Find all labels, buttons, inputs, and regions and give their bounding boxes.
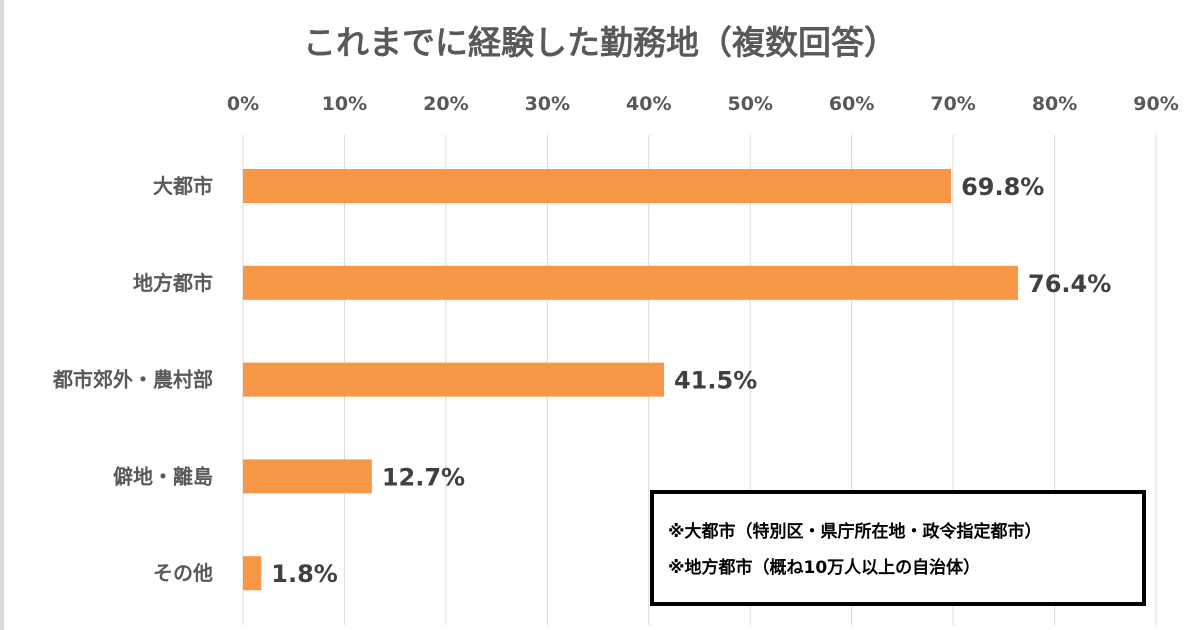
x-tick-label: 0% xyxy=(227,93,259,115)
bar xyxy=(243,169,952,203)
note-line: ※地方都市（概ね10万人以上の自治体） xyxy=(668,558,981,578)
bar xyxy=(243,556,262,591)
x-tick-label: 90% xyxy=(1133,93,1178,115)
data-label: 76.4% xyxy=(1028,270,1111,298)
note-line: ※大都市（特別区・県庁所在地・政令指定都市） xyxy=(668,522,1042,542)
chart-title: これまでに経験した勤務地（複数回答） xyxy=(303,23,897,62)
x-tick-label: 80% xyxy=(1032,93,1077,115)
bar xyxy=(243,459,372,494)
category-label: 地方都市 xyxy=(133,271,213,295)
bar xyxy=(243,362,664,397)
x-tick-label: 50% xyxy=(727,93,772,115)
category-label: 僻地・離島 xyxy=(113,464,213,488)
x-tick-label: 40% xyxy=(626,93,671,115)
data-label: 69.8% xyxy=(961,173,1044,201)
x-tick-label: 20% xyxy=(423,93,468,115)
category-label: 都市郊外・農村部 xyxy=(52,368,213,392)
data-label: 1.8% xyxy=(271,560,338,588)
x-tick-label: 70% xyxy=(930,93,975,115)
category-label: 大都市 xyxy=(153,174,213,198)
category-label: その他 xyxy=(153,561,213,585)
x-tick-label: 60% xyxy=(829,93,874,115)
data-label: 41.5% xyxy=(674,367,757,395)
x-tick-label: 10% xyxy=(322,93,367,115)
bar xyxy=(243,265,1019,300)
data-label: 12.7% xyxy=(382,463,465,491)
x-tick-label: 30% xyxy=(525,93,570,115)
note-box: ※大都市（特別区・県庁所在地・政令指定都市） ※地方都市（概ね10万人以上の自治… xyxy=(650,490,1146,606)
